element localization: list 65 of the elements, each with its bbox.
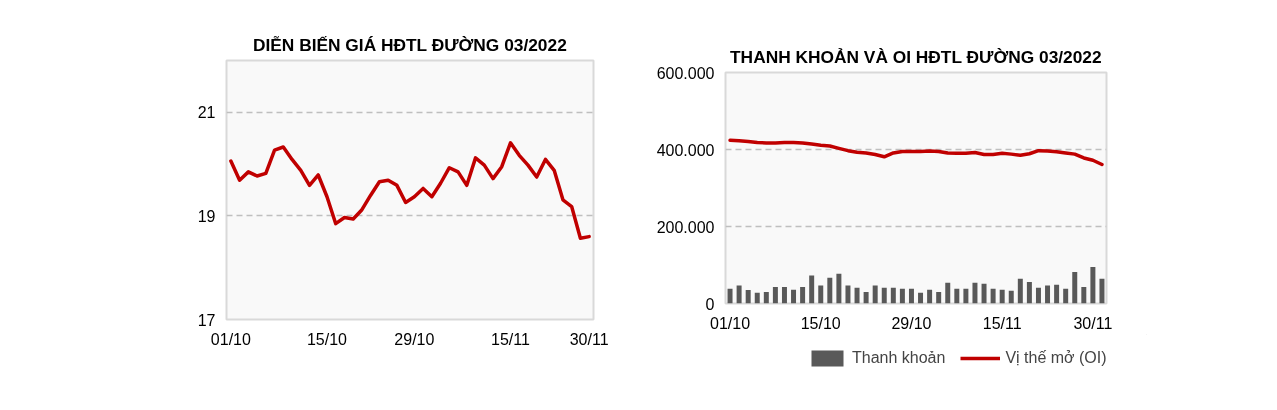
bar [827,277,833,304]
bar [1045,285,1051,304]
bar [1008,290,1014,304]
bar [1081,286,1087,304]
x-tick-label: 30/11 [1073,314,1113,332]
bar [745,290,751,304]
y-tick-label: 21 [197,104,216,122]
bar [854,287,860,304]
bar [781,286,787,304]
bar [754,292,760,304]
bar [1090,266,1096,304]
x-tick-label: 01/10 [210,330,251,348]
bar [1035,287,1041,304]
bar [1017,278,1023,304]
x-tick-label: 15/10 [306,330,348,348]
y-tick-label: 0 [705,295,715,313]
bar [1026,281,1032,304]
bar [845,285,851,304]
bar [999,289,1005,304]
x-tick-label: 30/11 [569,330,609,348]
legend-label: Vị thế mở (OI) [1005,349,1107,367]
x-tick-label: 01/10 [710,314,751,332]
x-tick-label: 29/10 [394,330,435,348]
bar [800,286,806,304]
bar [1063,288,1069,304]
y-tick-label: 200.000 [656,218,715,236]
line-series [229,141,591,240]
bar [809,275,815,304]
bar [990,288,996,304]
bar [927,289,933,304]
y-tick-label: 19 [197,207,216,225]
bar [972,282,978,304]
bar [890,287,896,304]
bar [872,285,878,304]
bar [736,285,742,304]
bar [1072,271,1078,304]
x-tick-label: 29/10 [891,314,932,332]
bar [1099,278,1105,304]
x-tick-label: 15/10 [800,314,841,332]
bar [763,291,769,304]
y-tick-label: 400.000 [656,141,715,159]
x-tick-label: 15/11 [982,314,1022,332]
bar [954,288,960,304]
chart-title: DIỄN BIẾN GIÁ HĐTL ĐƯỜNG 03/2022 [252,34,567,55]
bar [772,286,778,304]
bar [791,289,797,304]
chart-title: THANH KHOẢN VÀ OI HĐTL ĐƯỜNG 03/2022 [730,46,1102,67]
bar [899,288,905,304]
bar [863,291,869,304]
line-series [728,138,1104,167]
bar [836,273,842,304]
bar [727,288,733,304]
bar [963,288,969,304]
legend-label: Thanh khoản [852,349,946,367]
bar [945,282,951,304]
x-tick-label: 15/11 [491,330,531,348]
bar [908,288,914,304]
bar [918,292,924,304]
y-tick-label: 17 [197,311,216,329]
bar [818,285,824,304]
bar [981,283,987,304]
y-tick-label: 600.000 [656,64,715,82]
bar [1054,284,1060,304]
bar [881,287,887,304]
bar [936,291,942,304]
